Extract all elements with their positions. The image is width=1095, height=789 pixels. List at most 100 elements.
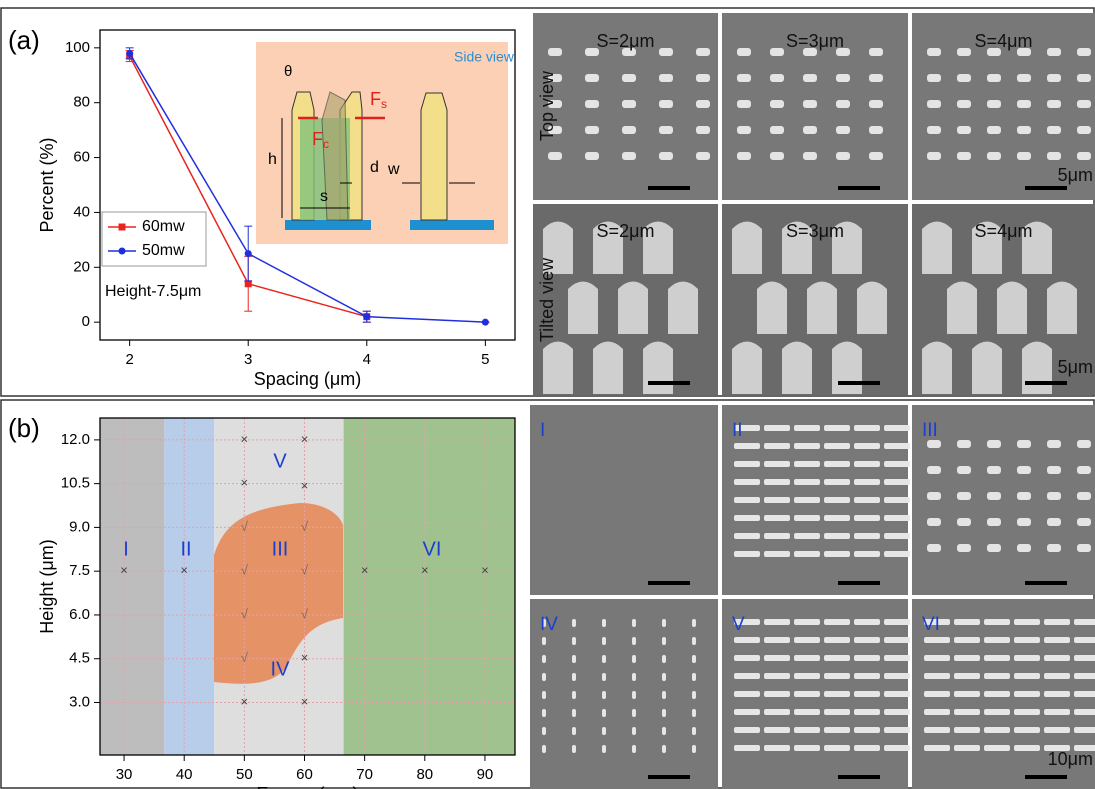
- pillar: [854, 619, 880, 625]
- pillar: [734, 443, 760, 449]
- pillar: [668, 282, 698, 335]
- image-label: VI: [922, 614, 940, 635]
- pillar: [884, 551, 910, 557]
- pillar: [585, 74, 599, 82]
- pillar: [854, 551, 880, 557]
- x-tick-label: 80: [416, 766, 433, 783]
- pillar: [572, 673, 576, 681]
- scale-bar: [648, 381, 690, 385]
- pillar: [794, 691, 820, 697]
- x-axis-label: Spacing (μm): [254, 369, 361, 389]
- pillar: [585, 126, 599, 134]
- region-label: V: [273, 450, 287, 472]
- pillar: [542, 745, 546, 753]
- pillar: [984, 637, 1010, 643]
- pillar: [542, 691, 546, 699]
- pillar: [1014, 619, 1040, 625]
- pillar: [1017, 466, 1031, 474]
- pillar: [632, 637, 636, 645]
- x-tick-label: 60: [296, 766, 313, 783]
- pillar: [659, 126, 673, 134]
- point: [482, 319, 489, 326]
- region-label: IV: [271, 658, 291, 680]
- pillar: [1017, 100, 1031, 108]
- pillar: [854, 745, 880, 751]
- pillar: [957, 440, 971, 448]
- y-tick-label: 12.0: [61, 431, 90, 448]
- sem-background: [530, 405, 718, 595]
- pillar: [869, 152, 883, 160]
- pillar: [622, 152, 636, 160]
- scale-bar: [648, 581, 690, 585]
- pillar: [954, 673, 980, 679]
- pillar: [824, 479, 850, 485]
- y-tick-label: 0: [82, 313, 90, 330]
- legend-label: 50mw: [142, 242, 185, 259]
- pillar: [764, 745, 790, 751]
- x-tick-label: 5: [481, 351, 489, 368]
- pillar: [824, 655, 850, 661]
- pillar: [794, 709, 820, 715]
- pillar: [602, 709, 606, 717]
- inset-label: d: [370, 159, 379, 176]
- pillar: [1014, 745, 1040, 751]
- pillar: [1077, 126, 1091, 134]
- point: ×: [180, 563, 188, 578]
- pillar: [924, 727, 950, 733]
- pillar: [1014, 727, 1040, 733]
- pillar: [987, 492, 1001, 500]
- pillar: [854, 479, 880, 485]
- pillar: [794, 619, 820, 625]
- point: ×: [301, 650, 309, 665]
- y-axis-label: Percent (%): [37, 137, 57, 232]
- pillar: [1022, 342, 1052, 395]
- pillar: [854, 709, 880, 715]
- pillar: [869, 126, 883, 134]
- scale-label: 10μm: [1048, 749, 1093, 769]
- region: [164, 418, 214, 755]
- pillar: [954, 691, 980, 697]
- scale-label: 5μm: [1058, 357, 1093, 377]
- scale-bar: [838, 581, 880, 585]
- pillar: [732, 342, 762, 395]
- pillar: [548, 152, 562, 160]
- y-tick-label: 20: [73, 258, 90, 275]
- pillar: [734, 637, 760, 643]
- pillar: [622, 74, 636, 82]
- pillar: [794, 727, 820, 733]
- inset-label: s: [320, 188, 328, 205]
- pillar: [1077, 152, 1091, 160]
- point: [126, 50, 133, 57]
- annotation: Height-7.5μm: [105, 283, 201, 300]
- pillar: [659, 100, 673, 108]
- pillar: [997, 282, 1027, 335]
- point: √: [301, 563, 309, 578]
- x-tick-label: 30: [116, 766, 133, 783]
- pillar: [764, 673, 790, 679]
- pillar: [954, 637, 980, 643]
- pillar: [1047, 126, 1061, 134]
- pillar: [927, 126, 941, 134]
- pillar: [737, 126, 751, 134]
- scale-bar: [648, 186, 690, 190]
- pillar: [984, 727, 1010, 733]
- x-tick-label: 70: [356, 766, 373, 783]
- pillar: [857, 282, 887, 335]
- pillar: [770, 48, 784, 56]
- point: ×: [241, 431, 249, 446]
- pillar: [542, 637, 546, 645]
- pillar: [884, 745, 910, 751]
- pillar: [794, 551, 820, 557]
- pillar: [602, 619, 606, 627]
- pillar: [734, 551, 760, 557]
- pillar: [696, 152, 710, 160]
- pillar: [737, 48, 751, 56]
- image-title: S=2μm: [597, 31, 655, 51]
- pillar: [764, 727, 790, 733]
- inset-label: Side view: [454, 49, 515, 65]
- pillar: [984, 655, 1010, 661]
- scale-bar: [838, 381, 880, 385]
- pillar: [922, 222, 952, 275]
- pillar: [884, 443, 910, 449]
- pillar: [1017, 492, 1031, 500]
